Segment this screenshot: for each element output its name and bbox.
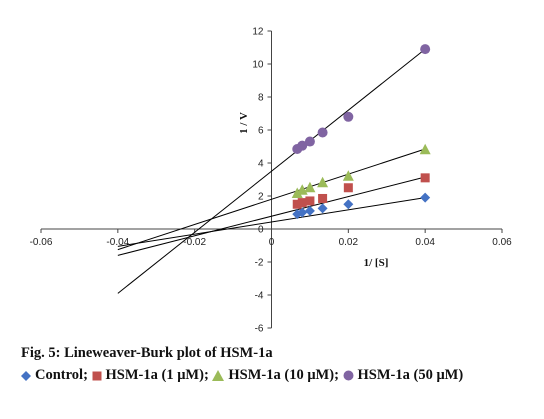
y-tick-label: -4	[255, 291, 264, 302]
hsm-50um-data-point	[343, 111, 354, 122]
square-marker-icon	[92, 371, 102, 381]
hsm-1um-data-point	[420, 173, 430, 183]
hsm-50um-data-point	[297, 140, 308, 151]
hsm-1um-data-point	[318, 193, 328, 203]
legend-item-hsm-10um: HSM-1a (10 μM);	[212, 367, 342, 383]
y-tick-label: 8	[258, 93, 264, 104]
control-data-point	[343, 199, 354, 210]
y-tick-label: 0	[258, 225, 264, 236]
hsm-50um-data-point	[317, 127, 328, 138]
x-tick-label: 0.06	[492, 237, 512, 248]
x-axis-title: 1/ [S]	[364, 257, 389, 269]
y-tick-label: -2	[255, 258, 264, 269]
hsm-10um-data-point	[317, 176, 329, 188]
hsm-10um-data-point	[342, 170, 354, 181]
x-tick-label: 0.04	[415, 237, 435, 248]
legend-label-hsm-10um: HSM-1a (10 μM);	[228, 367, 339, 383]
y-tick-label: -6	[255, 324, 264, 335]
x-tick-label: -0.06	[30, 237, 53, 248]
y-tick-label: 4	[258, 159, 264, 170]
trendline	[117, 48, 426, 294]
control-data-point	[304, 205, 315, 216]
y-tick-label: 12	[252, 27, 264, 38]
y-tick-label: 2	[258, 192, 264, 203]
y-axis-title: 1 / V	[238, 112, 250, 134]
trendline	[117, 148, 426, 251]
figure-caption-title: Fig. 5: Lineweaver-Burk plot of HSM-1a	[21, 345, 273, 361]
x-tick-label: 0.02	[339, 237, 359, 248]
diamond-marker-icon	[21, 370, 31, 381]
hsm-50um-data-point	[420, 44, 431, 55]
hsm-1um-data-point	[305, 196, 315, 206]
triangle-marker-icon	[212, 370, 225, 382]
hsm-50um-data-point	[304, 136, 315, 147]
x-tick-label: -0.02	[183, 237, 206, 248]
legend: Control; HSM-1a (1 μM); HSM-1a (10 μM); …	[21, 366, 531, 385]
hsm-1um-data-point	[343, 183, 353, 193]
legend-label-hsm-50um: HSM-1a (50 μM)	[357, 367, 464, 383]
y-tick-label: 6	[258, 126, 264, 137]
hsm-10um-data-point	[419, 143, 431, 155]
legend-item-hsm-50um: HSM-1a (50 μM)	[343, 367, 464, 383]
trendline	[117, 197, 426, 247]
control-data-point	[420, 192, 431, 203]
control-data-point	[297, 207, 308, 218]
lineweaver-burk-chart: -0.06 -0.04 -0.02 0 0.02 0.04 0.06-6-4-2024681…	[30, 27, 513, 335]
legend-label-hsm-1um: HSM-1a (1 μM);	[105, 367, 209, 383]
circle-marker-icon	[343, 370, 354, 381]
legend-label-control: Control;	[35, 367, 88, 383]
legend-item-hsm-1um: HSM-1a (1 μM);	[92, 367, 213, 383]
x-tick-label: -0.04	[106, 237, 129, 248]
hsm-10um-data-point	[291, 187, 303, 199]
x-tick-label: 0	[269, 237, 275, 248]
legend-item-control: Control;	[21, 367, 92, 383]
hsm-1um-data-point	[297, 198, 307, 208]
trendline	[117, 176, 426, 256]
y-tick-label: 10	[252, 60, 264, 71]
control-data-point	[317, 203, 328, 214]
hsm-1um-data-point	[292, 199, 302, 209]
hsm-10um-data-point	[304, 181, 316, 193]
